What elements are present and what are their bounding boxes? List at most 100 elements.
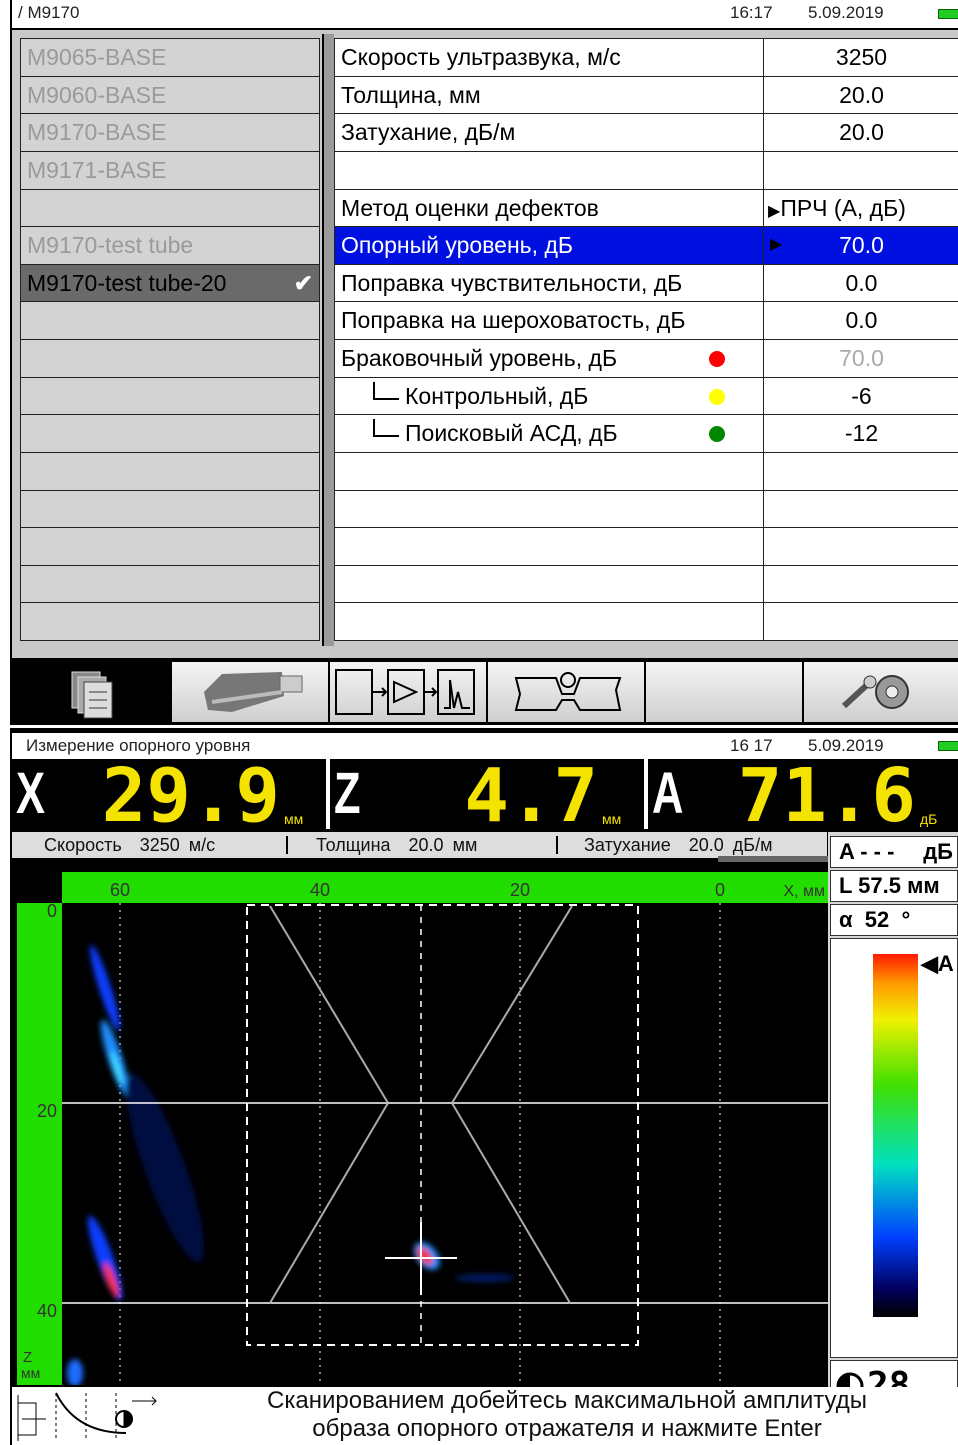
setting-value: 20.0 bbox=[839, 119, 884, 145]
x-axis-title: X, мм bbox=[783, 883, 825, 900]
toolbar bbox=[12, 658, 958, 725]
setting-label-cell bbox=[334, 490, 764, 529]
colorbar bbox=[873, 954, 918, 1317]
label: A bbox=[839, 839, 854, 864]
profile-row[interactable] bbox=[20, 189, 320, 228]
marker-label: A bbox=[938, 951, 954, 976]
date: 5.09.2019 bbox=[808, 3, 884, 23]
profile-row[interactable]: M9060-BASE bbox=[20, 76, 320, 115]
setting-label-cell[interactable]: Поправка чувствительности, дБ bbox=[334, 264, 764, 303]
setting-label-cell bbox=[334, 527, 764, 566]
label: α bbox=[839, 907, 853, 932]
icon-probe bbox=[172, 662, 328, 722]
profile-row[interactable]: M9171-BASE bbox=[20, 151, 320, 190]
info-value: 3250 bbox=[140, 835, 180, 855]
setting-value-cell[interactable]: 0.0 bbox=[763, 264, 958, 303]
profile-row[interactable] bbox=[20, 301, 320, 340]
profile-row[interactable] bbox=[20, 602, 320, 641]
setting-value-cell[interactable]: 20.0 bbox=[763, 113, 958, 152]
setting-label-cell bbox=[334, 452, 764, 491]
toolbar-button[interactable] bbox=[14, 662, 170, 722]
z-tick-label: 40 bbox=[37, 1301, 57, 1321]
setting-value-cell[interactable]: 3250 bbox=[763, 38, 958, 77]
setting-label: Контрольный, дБ bbox=[405, 383, 588, 409]
profile-row[interactable] bbox=[20, 414, 320, 453]
path: / M9170 bbox=[18, 3, 79, 23]
profile-row[interactable]: M9170-test tube bbox=[20, 226, 320, 265]
setting-value-cell bbox=[763, 527, 958, 566]
profile-row[interactable] bbox=[20, 377, 320, 416]
setting-value: 70.0 bbox=[839, 345, 884, 371]
reading-value: 71.6 bbox=[738, 761, 916, 831]
setting-value: ПРЧ (А, дБ) bbox=[780, 195, 906, 221]
z-axis-letter: Z bbox=[23, 1349, 32, 1366]
check-mark: ✔ bbox=[294, 265, 313, 301]
setting-value: 20.0 bbox=[839, 82, 884, 108]
setting-label-cell[interactable]: Браковочный уровень, дБ bbox=[334, 339, 764, 378]
icon-settings bbox=[804, 662, 958, 722]
setting-label-cell[interactable]: Скорость ультразвука, м/с bbox=[334, 38, 764, 77]
profile-row[interactable] bbox=[20, 527, 320, 566]
info-value: 20.0 bbox=[409, 835, 444, 855]
profile-name: M9170-test tube-20 bbox=[27, 270, 226, 296]
setting-value: 70.0 bbox=[839, 232, 884, 258]
battery-icon bbox=[938, 741, 958, 751]
setting-value-cell[interactable]: 0.0 bbox=[763, 301, 958, 340]
profile-row[interactable] bbox=[20, 452, 320, 491]
setting-value-cell bbox=[763, 565, 958, 604]
toolbar-button[interactable] bbox=[804, 662, 958, 722]
setting-label-cell[interactable]: Опорный уровень, дБ bbox=[334, 226, 764, 265]
info-label: Скорость bbox=[44, 835, 122, 855]
profile-row[interactable] bbox=[20, 339, 320, 378]
hint-line: образа опорного отражателя и нажмите Ent… bbox=[182, 1415, 952, 1443]
setting-value-cell[interactable]: 20.0 bbox=[763, 76, 958, 115]
unit: мм bbox=[907, 873, 940, 898]
setting-label-cell[interactable]: Поправка на шероховатость, дБ bbox=[334, 301, 764, 340]
setting-value-cell[interactable]: -12 bbox=[763, 414, 958, 453]
setting-value-cell[interactable]: 70.0 bbox=[763, 339, 958, 378]
info-unit: дБ/м bbox=[733, 835, 773, 855]
reading-divider bbox=[326, 759, 330, 829]
profile-row[interactable]: M9170-test tube-20 ✔ bbox=[20, 264, 320, 303]
value: - - - bbox=[860, 839, 894, 864]
profile-row[interactable] bbox=[20, 565, 320, 604]
toolbar-button[interactable] bbox=[646, 662, 802, 722]
setting-value-cell[interactable]: ▶70.0 bbox=[763, 226, 958, 265]
setting-label-cell[interactable]: Контрольный, дБ bbox=[334, 377, 764, 416]
level-dot bbox=[709, 389, 725, 405]
profile-row[interactable]: M9170-BASE bbox=[20, 113, 320, 152]
selector-arrow: ▶ bbox=[768, 203, 780, 220]
setting-value-cell[interactable]: -6 bbox=[763, 377, 958, 416]
reading-value: 4.7 bbox=[464, 761, 598, 831]
setting-label: Метод оценки дефектов bbox=[341, 195, 599, 221]
unit: ° bbox=[901, 907, 910, 932]
tree-branch bbox=[373, 382, 399, 400]
profile-row[interactable]: M9065-BASE bbox=[20, 38, 320, 77]
setting-label-cell[interactable]: Затухание, дБ/м bbox=[334, 113, 764, 152]
setting-value: -12 bbox=[845, 420, 878, 446]
value: 57.5 bbox=[858, 873, 901, 898]
settings-table: Скорость ультразвука, м/с 3250 Толщина, мм… bbox=[334, 38, 958, 640]
reading-axis: A bbox=[652, 759, 683, 829]
toolbar-button[interactable] bbox=[488, 662, 644, 722]
toolbar-button[interactable] bbox=[172, 662, 328, 722]
setting-label: Поправка чувствительности, дБ bbox=[341, 270, 682, 296]
profile-row[interactable] bbox=[20, 490, 320, 529]
setting-value-cell bbox=[763, 452, 958, 491]
setting-label-cell[interactable]: Толщина, мм bbox=[334, 76, 764, 115]
setting-label-cell[interactable]: Метод оценки дефектов bbox=[334, 189, 764, 228]
profile-name: M9065-BASE bbox=[27, 44, 166, 70]
info-field: Толщина 20.0 мм bbox=[316, 832, 477, 858]
bottom-screen: Измерение опорного уровня 16 17 5.09.201… bbox=[10, 728, 958, 1445]
info-separator bbox=[286, 836, 288, 854]
setting-value-cell bbox=[763, 490, 958, 529]
colorbar-panel: ◀A bbox=[830, 938, 958, 1358]
length-field: L 57.5 мм bbox=[830, 870, 958, 902]
toolbar-button[interactable] bbox=[330, 662, 486, 722]
reading-divider bbox=[644, 759, 648, 829]
setting-value: 3250 bbox=[836, 44, 887, 70]
setting-label: Скорость ультразвука, м/с bbox=[341, 44, 621, 70]
setting-label-cell[interactable]: Поисковый АСД, дБ bbox=[334, 414, 764, 453]
setting-value-cell[interactable]: ▶ПРЧ (А, дБ) bbox=[763, 189, 958, 228]
